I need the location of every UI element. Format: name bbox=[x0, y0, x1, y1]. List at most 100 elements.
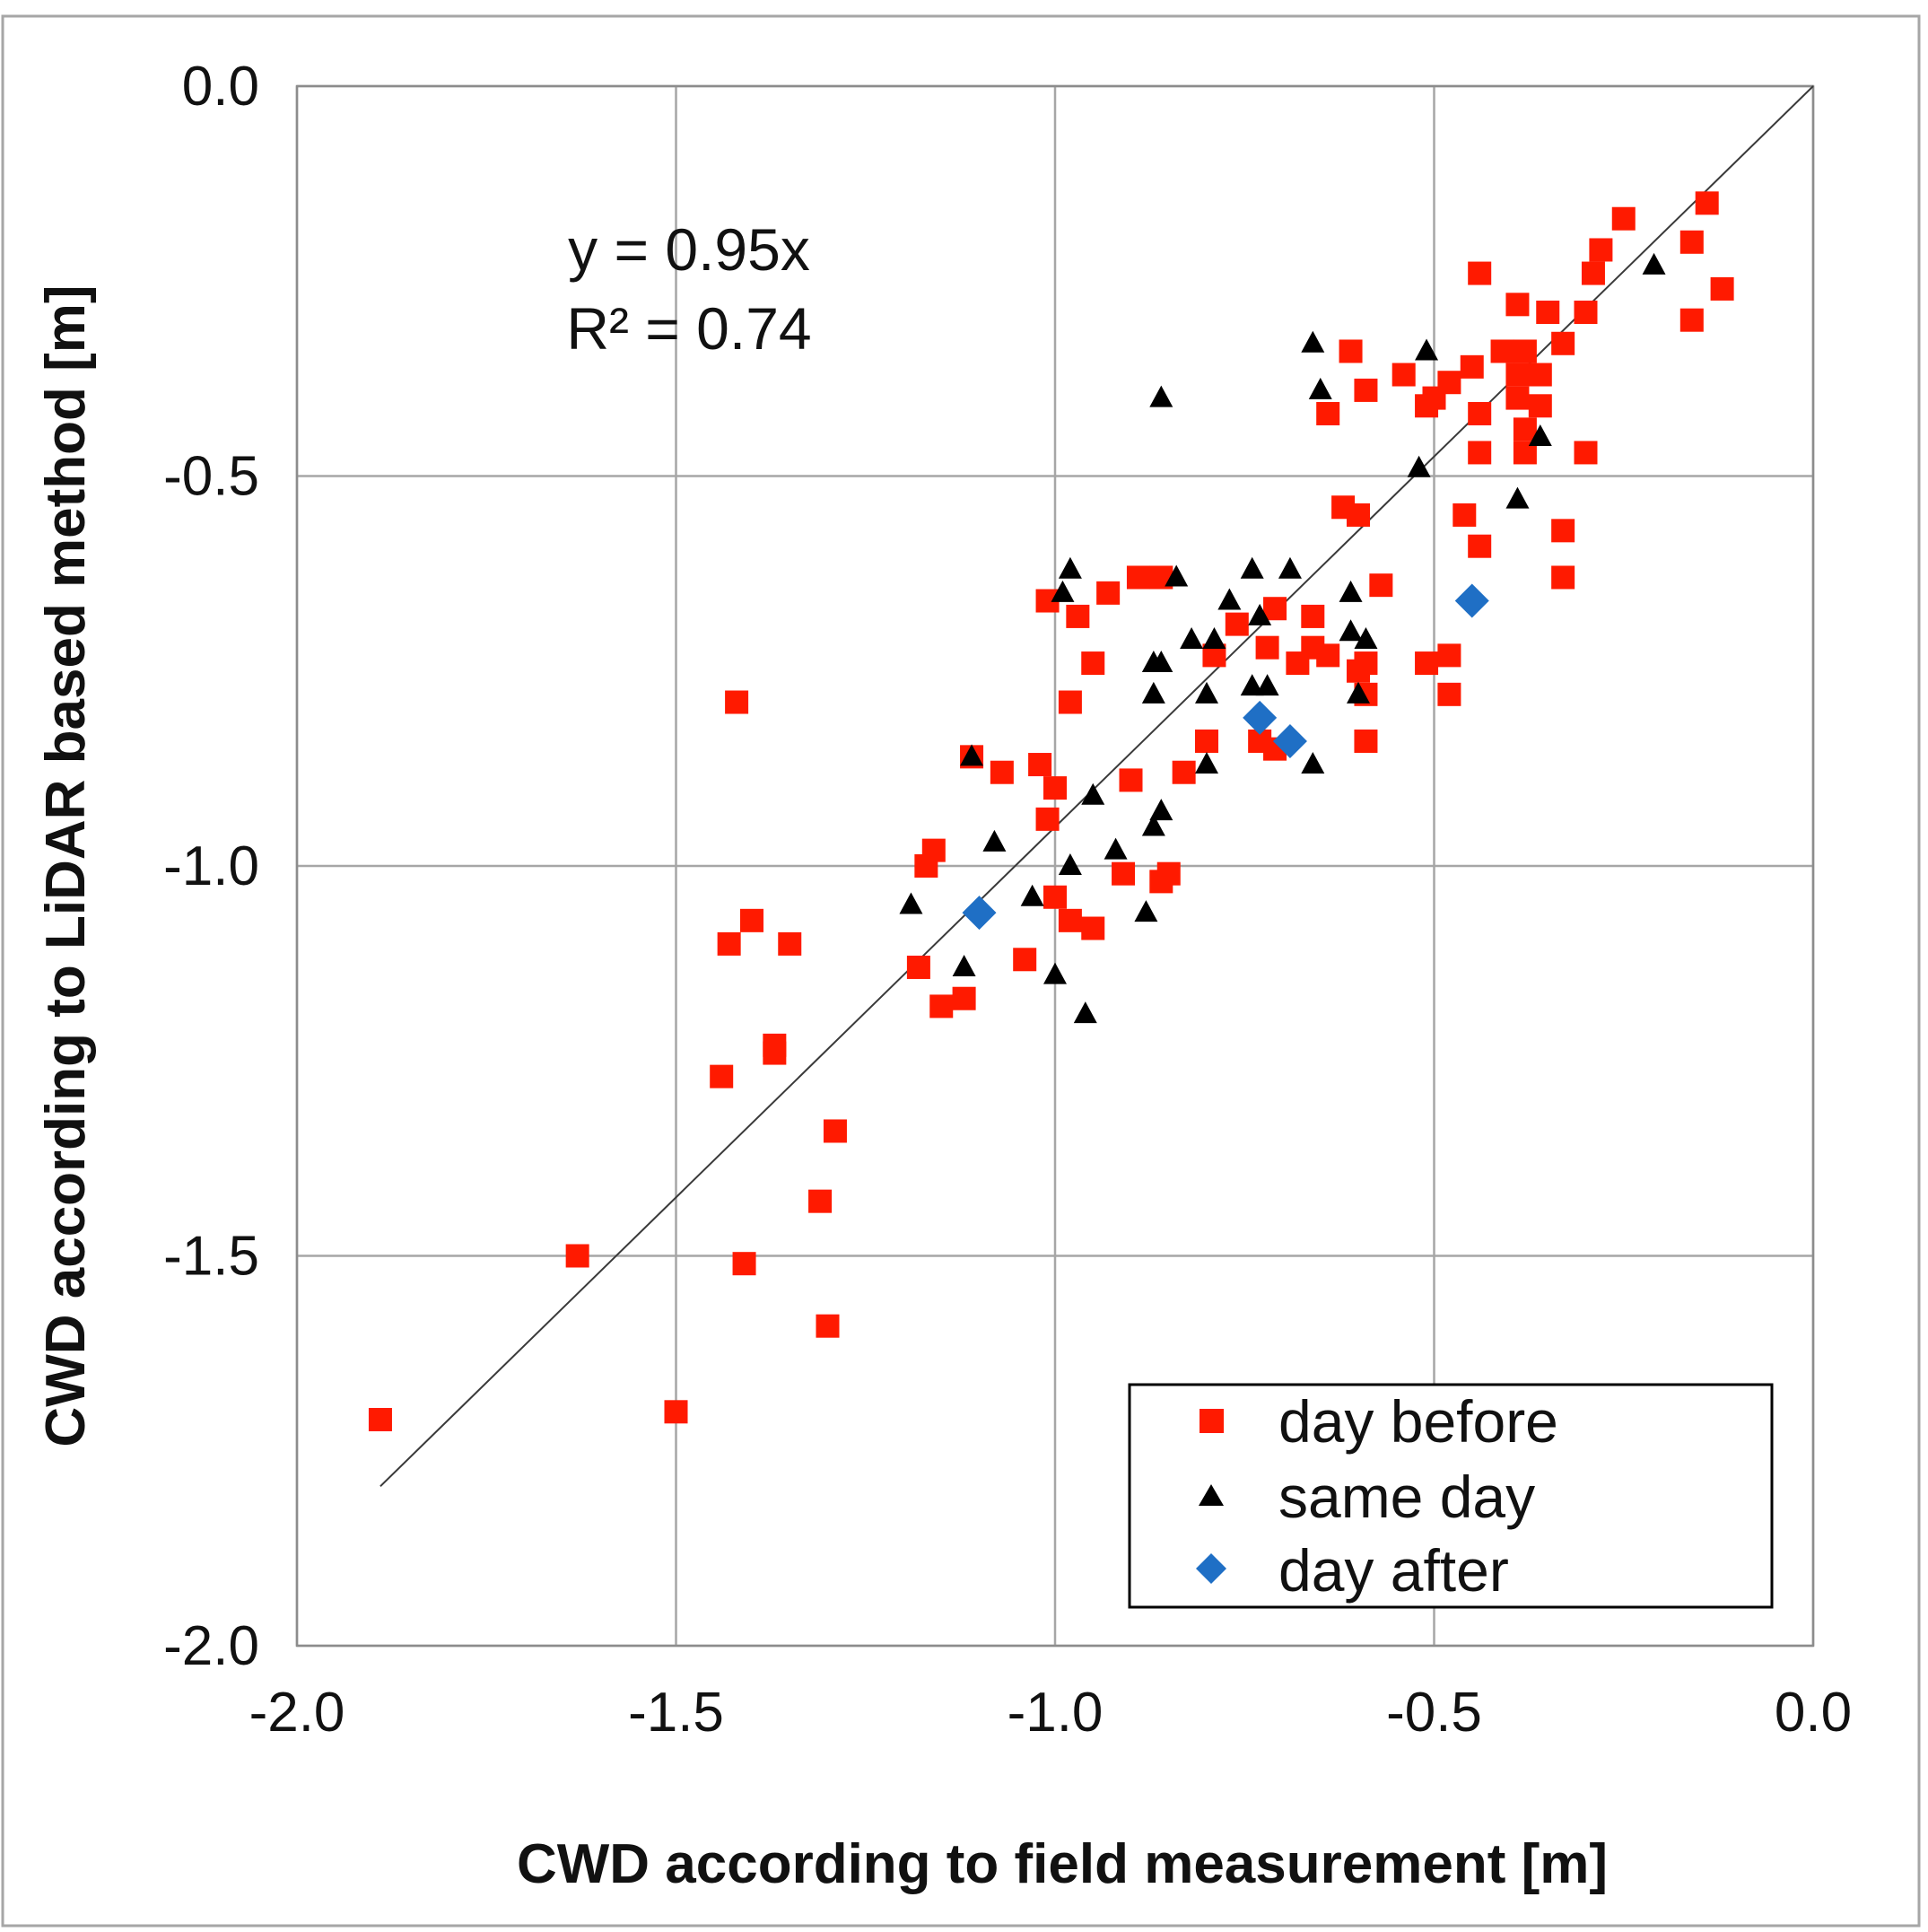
point-same-day bbox=[960, 744, 984, 766]
point-day-before bbox=[1316, 401, 1340, 425]
point-day-before bbox=[1468, 441, 1492, 465]
point-day-before bbox=[368, 1407, 392, 1431]
y-tick-label: -1.0 bbox=[163, 835, 259, 897]
legend: day before same day day after bbox=[1128, 1383, 1774, 1609]
x-axis-title: CWD according to field measurement [m] bbox=[517, 1833, 1608, 1895]
point-day-before bbox=[1574, 301, 1598, 325]
point-day-after bbox=[1272, 723, 1307, 758]
point-day-before bbox=[1354, 729, 1378, 753]
point-day-before bbox=[1043, 885, 1067, 909]
point-same-day bbox=[1202, 626, 1226, 649]
point-day-before bbox=[1066, 604, 1090, 628]
point-same-day bbox=[1149, 651, 1173, 673]
point-same-day bbox=[1240, 674, 1264, 696]
point-day-before bbox=[1536, 301, 1560, 325]
point-same-day bbox=[1642, 252, 1666, 275]
point-day-before bbox=[952, 986, 976, 1010]
point-day-before bbox=[1255, 635, 1279, 660]
point-day-before bbox=[1505, 386, 1530, 410]
point-same-day bbox=[1248, 603, 1272, 625]
point-same-day bbox=[1141, 681, 1165, 704]
point-same-day bbox=[1149, 799, 1173, 821]
legend-box bbox=[1128, 1383, 1774, 1609]
point-day-before bbox=[823, 1119, 847, 1143]
point-same-day bbox=[1339, 619, 1363, 642]
point-same-day bbox=[1141, 814, 1165, 836]
point-day-before bbox=[1263, 597, 1287, 621]
point-day-before bbox=[1195, 729, 1218, 753]
legend-day-before: day before bbox=[1278, 1388, 1558, 1455]
point-day-after bbox=[962, 896, 997, 931]
point-day-before bbox=[1096, 581, 1121, 605]
point-day-before bbox=[1574, 441, 1598, 465]
point-same-day bbox=[1043, 962, 1067, 984]
point-day-before bbox=[1013, 948, 1037, 972]
point-day-before bbox=[1028, 753, 1052, 777]
point-day-before bbox=[1513, 417, 1537, 441]
point-day-before bbox=[1156, 861, 1181, 886]
point-same-day bbox=[1339, 580, 1363, 602]
point-day-before bbox=[1589, 238, 1613, 262]
point-day-before bbox=[1391, 363, 1416, 387]
point-day-before bbox=[1611, 206, 1636, 231]
x-tick-label: -0.5 bbox=[1386, 1682, 1482, 1744]
point-day-before bbox=[1710, 276, 1734, 301]
point-day-before bbox=[1551, 565, 1575, 590]
legend-square-icon bbox=[1200, 1409, 1224, 1433]
point-same-day bbox=[1240, 556, 1264, 579]
legend-triangle-icon bbox=[1199, 1484, 1224, 1506]
point-day-before bbox=[808, 1189, 833, 1213]
point-day-before bbox=[710, 1064, 734, 1088]
point-day-before bbox=[1513, 339, 1537, 363]
point-day-before bbox=[740, 908, 763, 932]
point-day-before bbox=[725, 690, 749, 714]
point-same-day bbox=[1255, 674, 1279, 696]
point-same-day bbox=[1020, 884, 1044, 906]
point-same-day bbox=[1415, 338, 1439, 361]
point-day-before bbox=[1460, 354, 1484, 379]
point-day-before bbox=[1058, 908, 1082, 932]
point-day-before bbox=[1695, 191, 1719, 215]
point-same-day bbox=[1058, 556, 1082, 579]
point-day-before bbox=[1453, 503, 1477, 527]
point-day-before bbox=[1551, 519, 1575, 543]
point-day-before bbox=[763, 1041, 787, 1065]
y-axis-title: CWD according to LiDAR based method [m] bbox=[35, 284, 97, 1447]
point-day-before bbox=[1437, 643, 1461, 668]
point-day-before bbox=[1437, 371, 1461, 395]
point-day-before bbox=[778, 931, 802, 956]
point-day-before bbox=[1437, 682, 1461, 706]
legend-diamond-icon bbox=[1196, 1553, 1226, 1584]
plot-area-frame bbox=[295, 84, 1815, 1648]
tick-labels: -2.0 -1.5 -1.0 -0.5 0.0 0.0 -0.5 -1.0 -1.5 -2.0 bbox=[163, 56, 1852, 1744]
point-day-before bbox=[1551, 331, 1575, 355]
point-day-before bbox=[1505, 293, 1530, 317]
point-same-day bbox=[1149, 385, 1173, 407]
point-day-before bbox=[1119, 768, 1143, 792]
point-same-day bbox=[1528, 424, 1552, 447]
point-day-before bbox=[1058, 690, 1082, 714]
point-day-before bbox=[1505, 363, 1530, 387]
legend-day-after: day after bbox=[1278, 1537, 1509, 1604]
point-same-day bbox=[952, 954, 976, 976]
point-day-before bbox=[1339, 339, 1363, 363]
point-day-before bbox=[1225, 612, 1249, 636]
point-day-before bbox=[1679, 308, 1704, 332]
point-day-before bbox=[1043, 776, 1067, 800]
point-same-day bbox=[1073, 1001, 1097, 1024]
point-same-day bbox=[1217, 588, 1242, 610]
point-same-day bbox=[1058, 853, 1082, 875]
point-same-day bbox=[1081, 782, 1105, 805]
point-day-before bbox=[1528, 394, 1552, 418]
trendline-equation: y = 0.95x bbox=[568, 216, 810, 283]
point-day-after bbox=[1243, 700, 1278, 735]
point-same-day bbox=[1301, 752, 1325, 774]
point-day-before bbox=[664, 1400, 688, 1424]
point-day-before bbox=[1490, 339, 1514, 363]
point-day-before bbox=[1581, 261, 1605, 285]
point-day-after bbox=[1454, 583, 1489, 618]
point-same-day bbox=[1165, 564, 1189, 587]
point-day-before bbox=[1354, 378, 1378, 402]
point-same-day bbox=[899, 892, 923, 914]
legend-same-day: same day bbox=[1278, 1464, 1535, 1530]
